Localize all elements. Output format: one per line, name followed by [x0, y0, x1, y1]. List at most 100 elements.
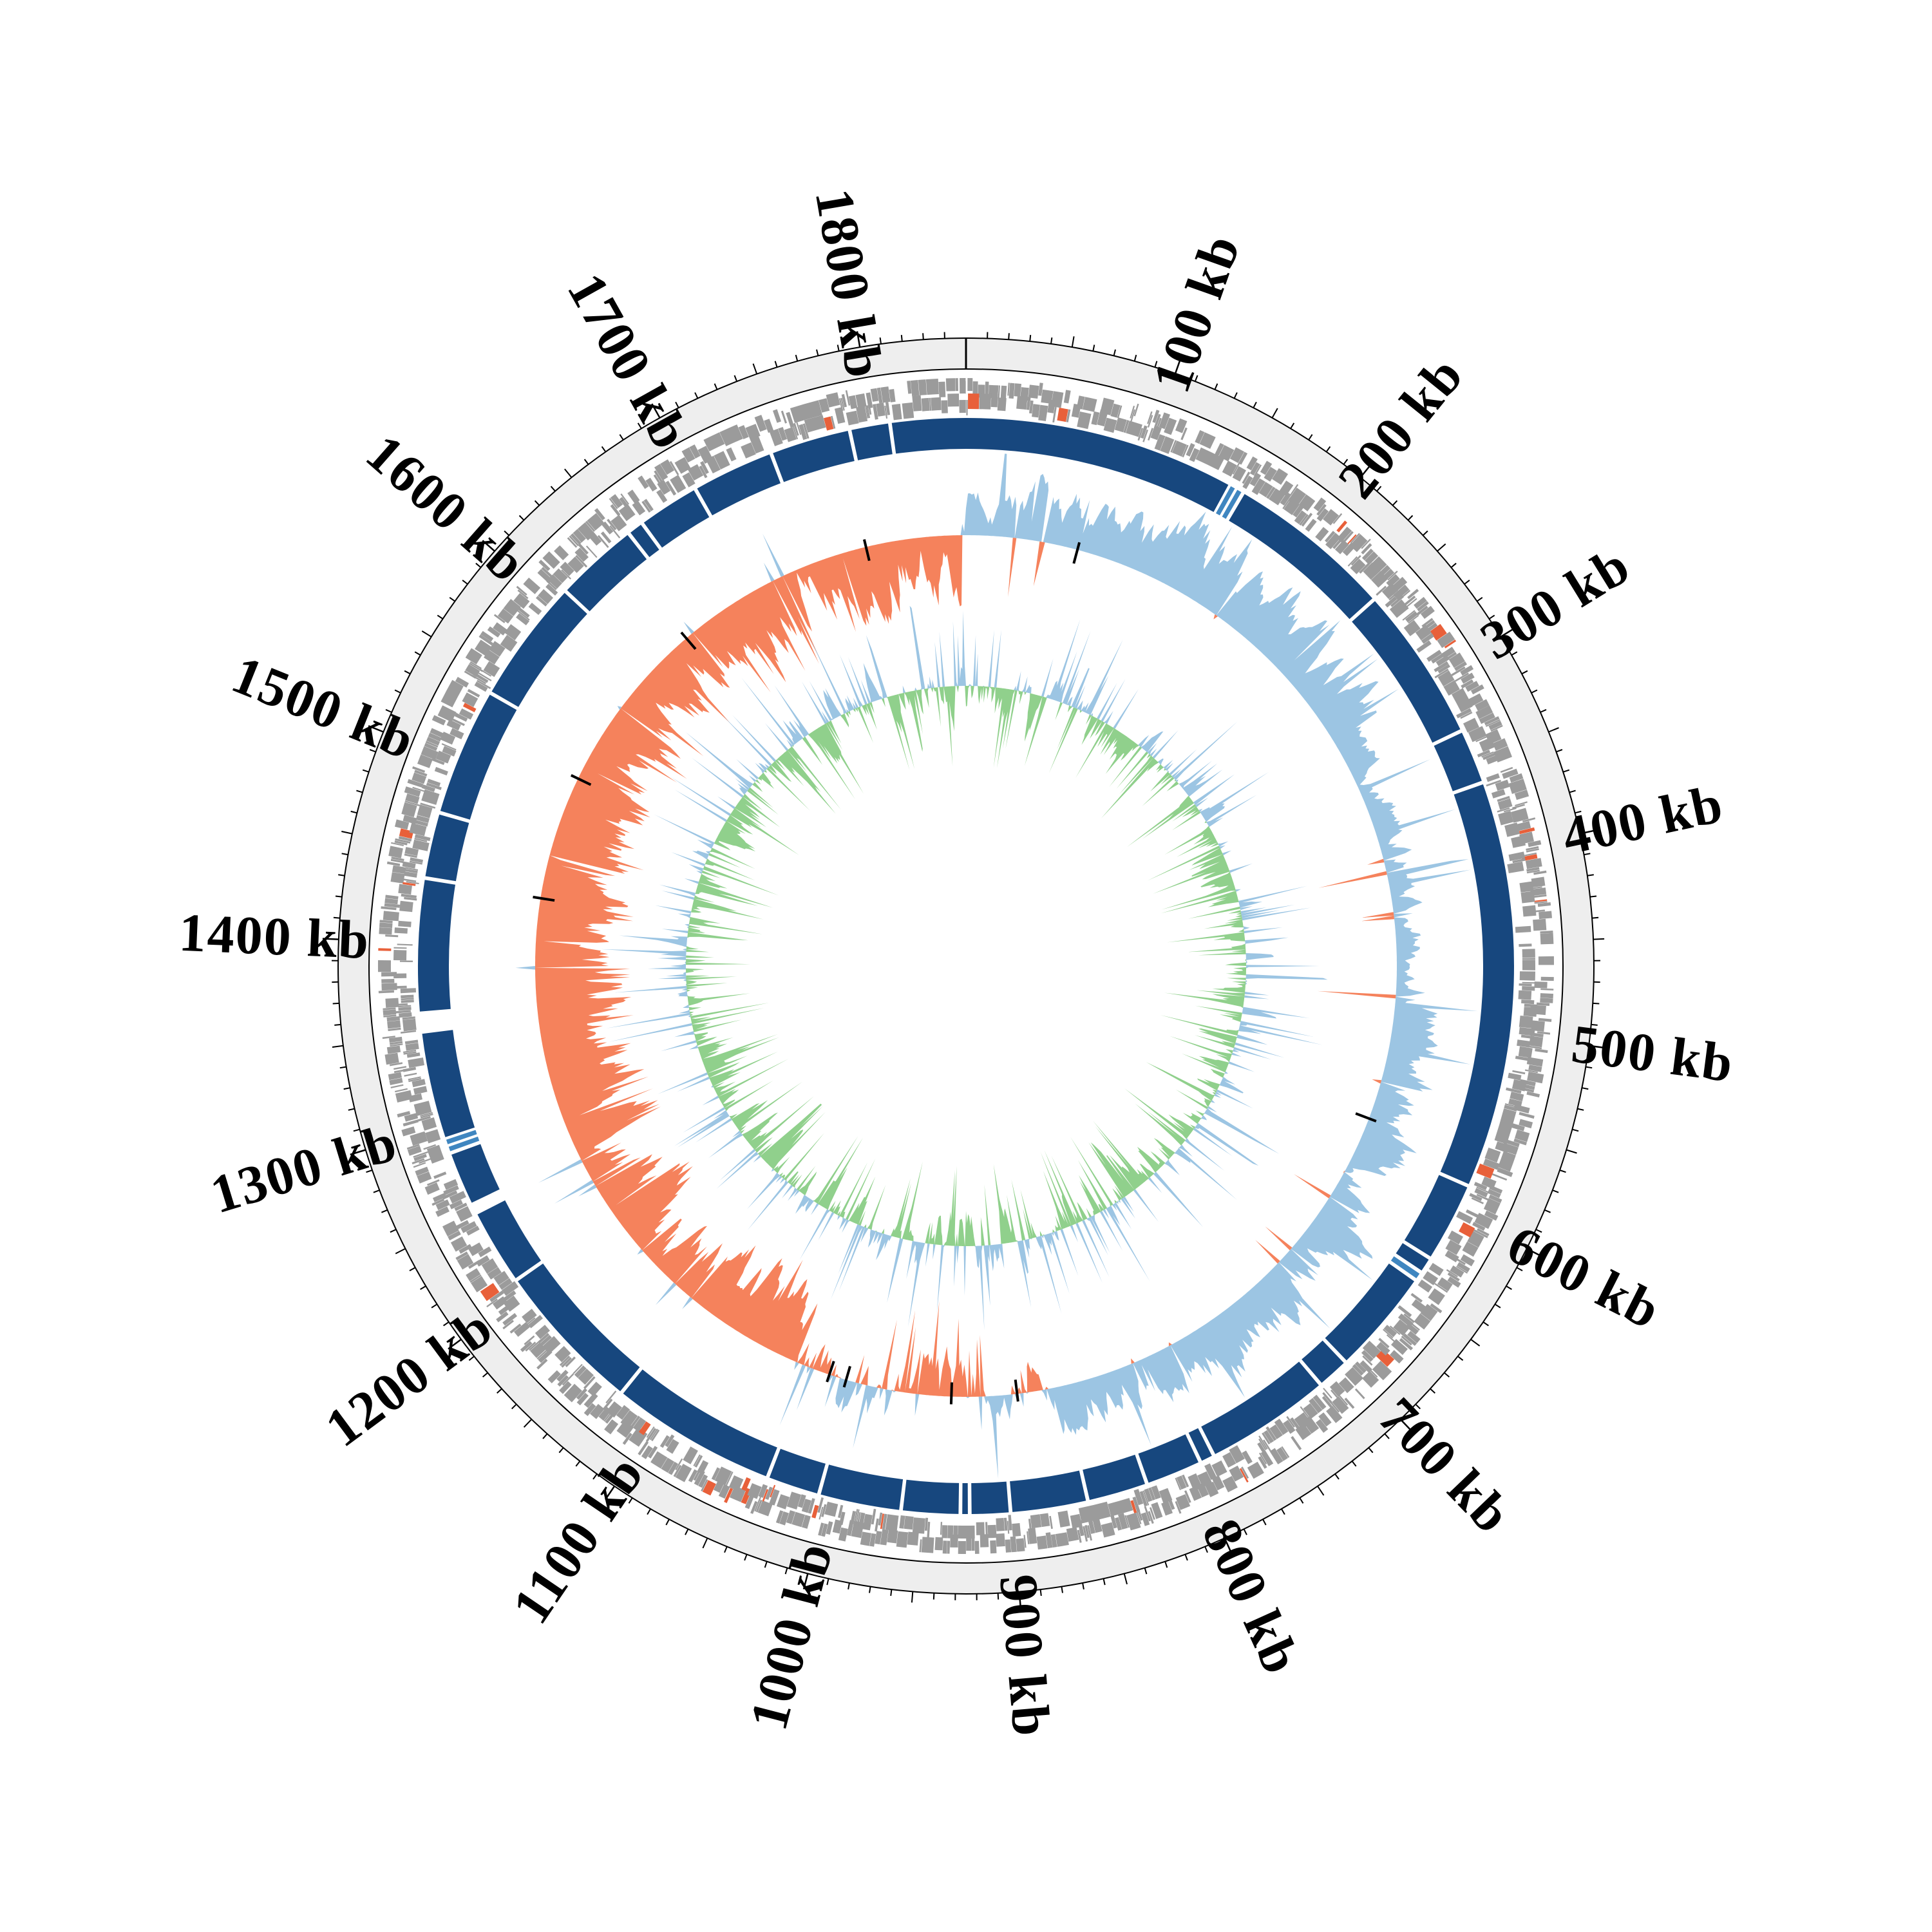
contig-segment	[518, 1264, 640, 1392]
gene-tile	[606, 1401, 622, 1418]
gene-tile	[1316, 508, 1329, 522]
gene-tile	[412, 786, 425, 792]
tick-label: 1100 kb	[501, 1445, 656, 1634]
gene-tile	[790, 400, 822, 423]
scale-tick	[1589, 895, 1597, 898]
scale-tick	[1308, 434, 1313, 440]
scale-tick	[1123, 1573, 1128, 1585]
gene-tile	[389, 1041, 403, 1045]
contig-segment	[1010, 1470, 1086, 1512]
gene-track-reverse	[393, 393, 1537, 1539]
gene-tile	[460, 1221, 477, 1233]
gene-tile	[1522, 949, 1535, 958]
gene-tile	[1133, 403, 1139, 417]
gene-tile	[1497, 807, 1510, 813]
gene-tile	[412, 772, 427, 784]
gene-tile	[1222, 1452, 1236, 1468]
gene-tile	[1282, 497, 1291, 509]
gene-tile	[661, 1457, 675, 1473]
gene-tile	[1538, 1018, 1552, 1022]
gene-tile	[1352, 1364, 1364, 1376]
gene-tile	[741, 442, 756, 459]
gene-tile	[1269, 488, 1285, 506]
gene-tile	[1026, 397, 1031, 410]
gene-tile	[1030, 1514, 1042, 1529]
contig-segment	[451, 1144, 500, 1203]
gene-tile	[413, 1101, 432, 1116]
scale-tick	[1582, 1087, 1589, 1090]
gene-tile	[547, 574, 562, 589]
scale-tick	[1457, 1356, 1464, 1361]
gene-tile	[1511, 1123, 1525, 1132]
gene-tile	[569, 535, 579, 547]
gene-tile	[669, 460, 679, 475]
gene-tile	[819, 398, 830, 413]
gene-tile	[1434, 1283, 1448, 1293]
gene-tile	[567, 556, 584, 573]
gene-tile	[603, 1398, 613, 1410]
gene-tile	[797, 1494, 806, 1508]
gene-tile	[393, 947, 407, 949]
gene-tile	[799, 424, 808, 440]
gene-tile	[420, 1113, 433, 1119]
gene-tile	[1408, 614, 1419, 624]
gene-tile	[850, 1511, 857, 1524]
gene-tile	[1372, 1361, 1392, 1381]
gene-tile	[889, 389, 896, 402]
gene-tile	[1152, 410, 1160, 423]
tick-label: 1200 kb	[315, 1297, 504, 1459]
scale-tick	[1488, 614, 1495, 620]
gene-tile	[657, 480, 671, 495]
gene-tile	[1523, 1007, 1537, 1017]
gene-tile	[469, 663, 484, 672]
gene-tile	[402, 1016, 415, 1020]
black-mark	[826, 1360, 835, 1383]
gene-tile	[1003, 1517, 1008, 1531]
gene-tile	[764, 419, 774, 433]
gene-tile	[422, 784, 435, 792]
gene-tile	[1184, 1490, 1191, 1503]
gene-tile	[1363, 562, 1381, 580]
scale-tick	[1526, 1247, 1542, 1257]
gene-tile	[1479, 737, 1495, 752]
scale-tick	[437, 614, 444, 620]
gene-tile	[1246, 456, 1258, 471]
scale-tick	[462, 580, 468, 585]
gene-tile	[867, 401, 872, 415]
gene-tile	[389, 1036, 402, 1043]
gene-tile	[409, 822, 427, 837]
gene-tile	[604, 1419, 619, 1435]
gene-tile	[1387, 571, 1398, 581]
gene-tile	[1115, 1517, 1122, 1531]
gene-tile	[502, 1281, 519, 1296]
gene-tile	[1077, 412, 1092, 430]
gene-tile	[1526, 846, 1539, 851]
scale-tick	[1531, 689, 1538, 694]
gene-tile	[406, 881, 419, 884]
gene-tile	[724, 1488, 734, 1503]
gene-tile	[632, 500, 646, 516]
gene-tile	[502, 1320, 514, 1330]
scale-tick	[1587, 874, 1594, 876]
gene-tile	[1130, 1500, 1137, 1513]
scale-tick	[879, 337, 882, 345]
gene-tile	[1417, 1279, 1433, 1293]
gene-tile	[1528, 1045, 1542, 1050]
gene-tile	[1482, 1159, 1500, 1170]
gene-tile	[497, 609, 514, 624]
scale-tick	[332, 1045, 344, 1048]
gene-tile	[455, 1220, 469, 1230]
scale-tick	[1494, 1303, 1501, 1309]
gene-tile	[1506, 1087, 1522, 1094]
gene-tile	[1154, 434, 1166, 451]
gene-tile	[1414, 1313, 1431, 1330]
gene-tile	[408, 1077, 422, 1083]
scale-tick	[774, 361, 778, 368]
gene-tile	[925, 379, 939, 395]
gene-tile	[931, 397, 942, 411]
gene-tile	[1522, 905, 1537, 917]
gene-tile	[971, 1537, 975, 1551]
gene-tile	[424, 743, 438, 751]
scale-tick	[1588, 1045, 1605, 1049]
